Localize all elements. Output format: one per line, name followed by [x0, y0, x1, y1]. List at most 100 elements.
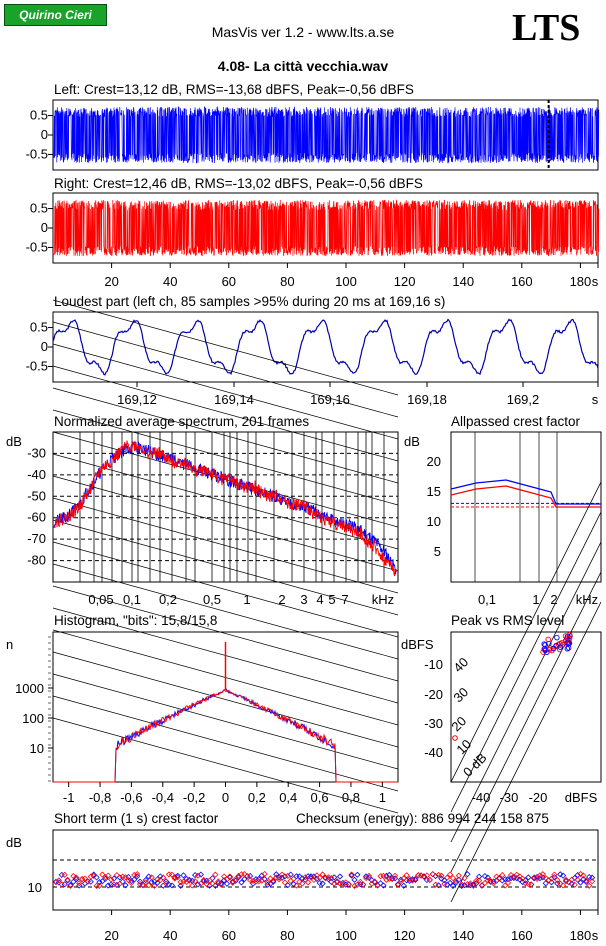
shortcrest-point: [493, 873, 500, 880]
shortcrest-point: [542, 880, 549, 887]
shortcrest-point: [354, 871, 361, 878]
shortcrest-point: [525, 874, 532, 881]
shortcrest-point: [473, 877, 480, 884]
shortcrest-point: [223, 880, 231, 887]
spectrum-slope-line: [52, 717, 399, 814]
shortcrest-point: [319, 880, 326, 887]
shortcrest-point: [84, 878, 91, 885]
shortcrest-point: [319, 871, 326, 878]
shortcrest-point: [568, 876, 575, 883]
right-xtick: 40: [163, 274, 177, 289]
spectrum-slope-line: [52, 387, 399, 484]
shortcrest-point: [551, 871, 558, 878]
peakrms-ylabel: dBFS: [401, 637, 434, 652]
shortcrest-point: [377, 880, 384, 887]
allpass-ytick: 20: [427, 454, 441, 469]
shortcrest-point: [310, 876, 317, 883]
shortcrest-point: [116, 880, 123, 887]
allpass-series-1: [450, 485, 601, 508]
spectrum-slope-line: [52, 299, 399, 396]
shortcrest-point: [394, 881, 402, 889]
shortcrest-ytick: 10: [28, 880, 42, 895]
shortcrest-point: [76, 882, 83, 889]
shortcrest-point: [490, 878, 497, 885]
shortcrest-point: [58, 881, 65, 888]
shortcrest-point: [342, 879, 349, 886]
left-ytick: -0.5: [26, 146, 48, 161]
shortcrest-point: [577, 870, 584, 878]
right-xtick: s: [592, 274, 599, 289]
shortcrest-point: [136, 881, 144, 888]
shortcrest-point: [174, 874, 181, 881]
shortcrest-point: [241, 871, 248, 878]
shortcrest-point: [380, 882, 387, 889]
right-xtick: 160: [511, 274, 533, 289]
shortcrest-point: [105, 882, 112, 889]
right-title: Right: Crest=12,46 dB, RMS=-13,02 dBFS, …: [54, 176, 423, 191]
shortcrest-point: [128, 879, 135, 886]
loudest-series: [52, 318, 599, 376]
shortcrest-point: [267, 875, 274, 882]
shortcrest-xtick: 160: [511, 928, 533, 943]
shortcrest-point: [194, 881, 202, 888]
peakrms-point: [554, 634, 560, 641]
shortcrest-point: [519, 875, 526, 882]
shortcrest-point: [400, 882, 407, 889]
spectrum-ytick: -50: [27, 488, 46, 503]
shortcrest-point: [487, 878, 494, 885]
shortcrest-point: [420, 873, 428, 880]
spectrum-slope-line: [52, 673, 399, 770]
shortcrest-point: [168, 882, 175, 889]
shortcrest-point: [432, 881, 439, 888]
histogram-xtick: 1: [379, 790, 386, 805]
shortcrest-point: [119, 878, 126, 885]
histogram-xtick: -0,8: [89, 790, 111, 805]
shortcrest-point: [334, 879, 341, 886]
shortcrest-point: [371, 879, 378, 886]
shortcrest-point: [565, 879, 572, 886]
shortcrest-point: [496, 875, 503, 882]
shortcrest-point: [113, 872, 120, 879]
shortcrest-point: [557, 871, 564, 878]
shortcrest-point: [264, 879, 271, 886]
shortcrest-point: [574, 876, 581, 883]
shortcrest-point: [391, 872, 399, 879]
peakrms-point: [564, 645, 571, 652]
shortcrest-point: [163, 878, 170, 885]
shortcrest-point: [499, 872, 506, 879]
peakrms-xtick: -20: [529, 790, 548, 805]
shortcrest-point: [336, 873, 344, 880]
shortcrest-point: [299, 880, 306, 887]
shortcrest-point: [348, 872, 355, 879]
shortcrest-point: [360, 881, 367, 888]
shortcrest-point: [400, 875, 407, 882]
shortcrest-point: [113, 881, 120, 889]
right-xtick: 180: [570, 274, 592, 289]
peakrms-ytick: -10: [424, 657, 443, 672]
right-xtick: 60: [222, 274, 236, 289]
shortcrest-point: [464, 881, 471, 888]
shortcrest-point: [226, 874, 233, 881]
peakrms-point: [452, 735, 458, 741]
spectrum-slope-line: [52, 431, 399, 528]
shortcrest-point: [386, 875, 393, 882]
shortcrest-point: [148, 874, 155, 881]
spectrum-slope-line: [52, 563, 399, 660]
shortcrest-point: [258, 877, 265, 884]
shortcrest-point: [67, 882, 74, 889]
shortcrest-point: [221, 877, 228, 884]
shortcrest-point: [481, 873, 488, 880]
shortcrest-point: [142, 879, 149, 886]
shortcrest-point: [186, 876, 193, 883]
shortcrest-point: [209, 880, 216, 887]
shortcrest-point: [554, 877, 561, 884]
shortcrest-point: [420, 873, 428, 880]
shortcrest-point: [490, 880, 497, 887]
shortcrest-point: [296, 878, 303, 885]
shortcrest-point: [394, 881, 402, 888]
allpass-ytick: 5: [434, 544, 441, 559]
shortcrest-point: [539, 871, 546, 878]
shortcrest-point: [533, 875, 541, 882]
shortcrest-point: [215, 878, 222, 885]
histogram-series-0: [53, 687, 398, 783]
